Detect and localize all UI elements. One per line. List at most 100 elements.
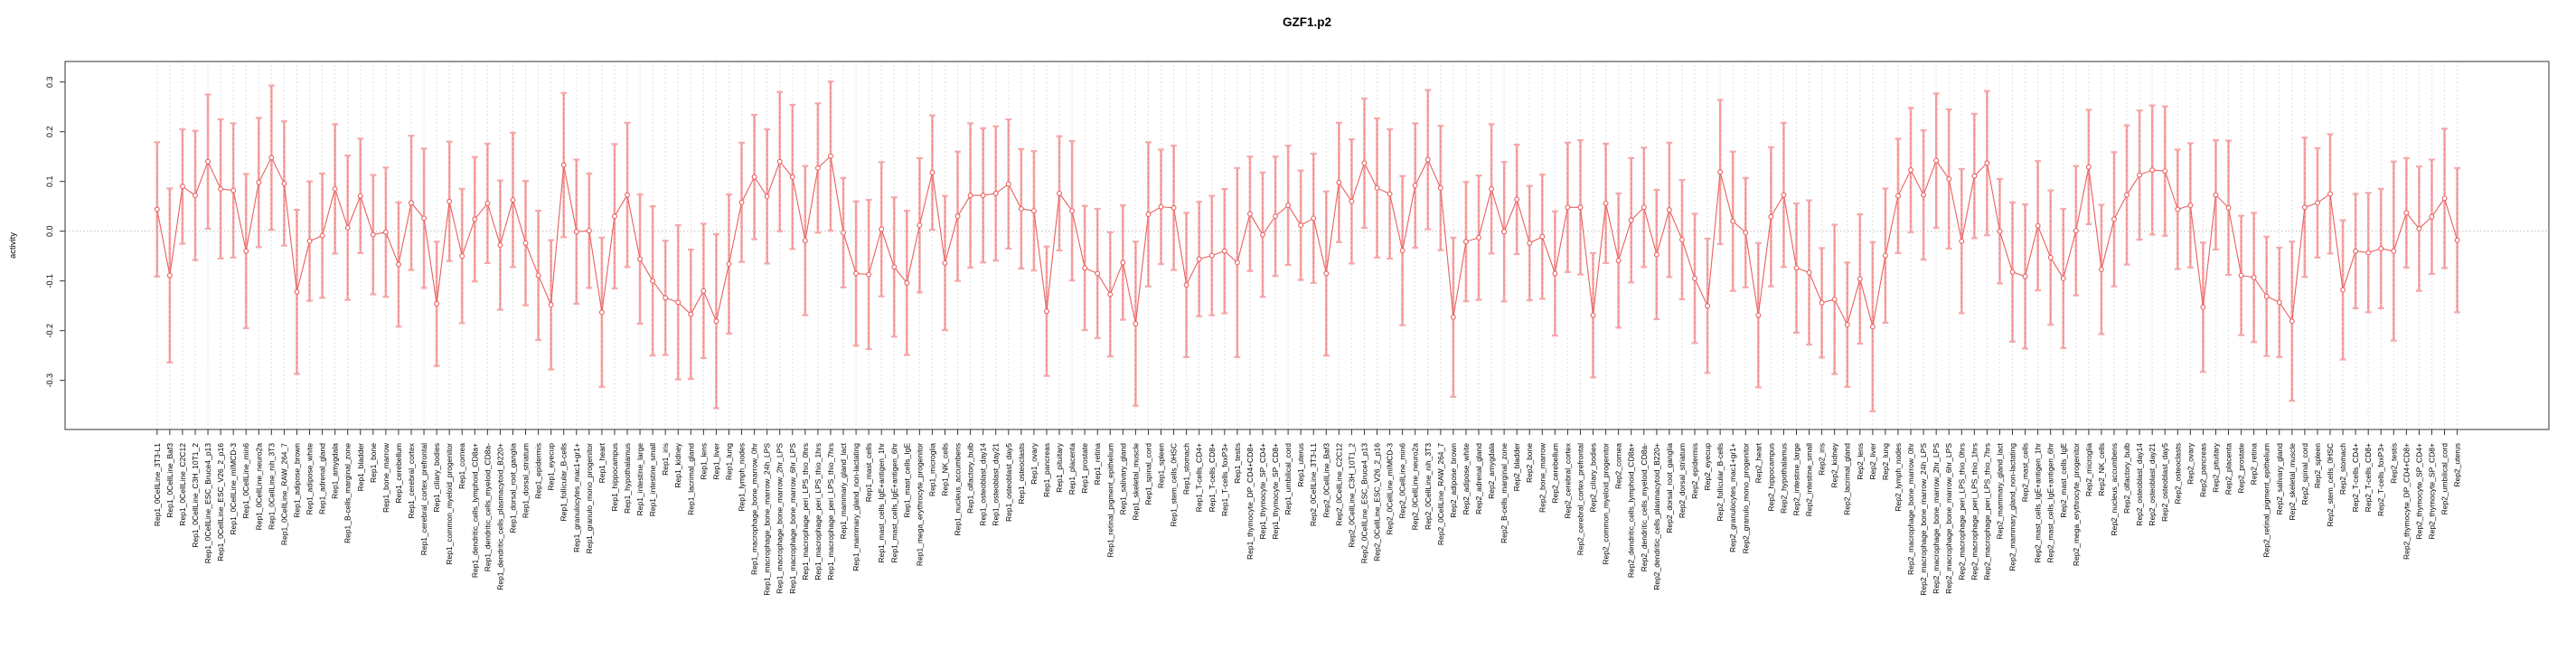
data-point — [1298, 222, 1304, 229]
x-tick-label: Rep2_macrophage_bone_marrow_2hr_LPS — [1932, 443, 1941, 594]
x-tick-label: Rep2_liver — [1868, 443, 1877, 480]
x-tick-label: Rep1_cerebellum — [394, 443, 403, 504]
x-tick-label: Rep1_0CellLine_3T3-L1 — [153, 443, 162, 526]
data-point — [2060, 276, 2066, 281]
data-point — [675, 299, 682, 306]
data-point — [929, 169, 935, 175]
x-tick-label: Rep2_iris — [1818, 443, 1827, 476]
data-point — [1895, 193, 1901, 199]
data-point — [1641, 204, 1647, 211]
data-point — [1349, 198, 1355, 204]
data-point — [1260, 231, 1265, 238]
data-point — [1959, 238, 1965, 244]
x-tick-label: Rep1_microglia — [927, 443, 936, 496]
data-point — [2378, 246, 2384, 251]
data-point — [2340, 287, 2346, 293]
data-point — [713, 318, 719, 325]
x-tick-label: Rep1_T-cells_foxP3+ — [1220, 443, 1229, 516]
data-point — [1514, 196, 1520, 203]
x-tick-label: Rep1_osteoblast_day5 — [1004, 443, 1013, 522]
x-tick-label: Rep1_mast_cells_IgE+antigen_6hr — [889, 443, 898, 563]
data-point — [802, 238, 808, 244]
series-polyline — [156, 155, 2458, 327]
data-point — [1819, 299, 1825, 306]
x-tick-label: Rep1_ciliary_bodies — [432, 443, 441, 513]
data-point — [611, 213, 617, 220]
x-tick-label: Rep2_macrophage_peri_LPS_thio_1hrs — [1970, 443, 1979, 580]
x-tick-label: Rep1_cornea — [457, 443, 466, 489]
x-tick-label: Rep1_macrophage_bone_marrow_0hr — [750, 443, 759, 575]
x-tick-label: Rep1_0CellLine_ESC_V26_2_p16 — [216, 443, 225, 561]
x-tick-label: Rep1_intestine_large — [635, 443, 644, 516]
data-point — [738, 199, 745, 205]
x-tick-label: Rep2_epidermis — [1690, 443, 1699, 499]
x-tick-label: Rep2_spinal_cord — [2300, 443, 2309, 505]
x-tick-label: Rep2_intestine_large — [1791, 443, 1800, 516]
x-tick-label: Rep2_mammary_gland_non-lactating — [2008, 443, 2017, 571]
data-point — [2187, 203, 2194, 209]
x-tick-label: Rep1_amygdala — [331, 443, 340, 499]
y-tick-label: -0.1 — [45, 274, 54, 288]
x-tick-label: Rep1_kidney — [673, 442, 682, 487]
data-point — [306, 238, 313, 244]
data-point — [828, 153, 833, 159]
data-point — [1781, 192, 1787, 198]
x-tick-label: Rep1_granulocytes_mac1+gr1+ — [572, 443, 581, 552]
x-tick-label: Rep1_umbilical_cord — [1283, 443, 1293, 515]
data-point — [294, 288, 300, 295]
data-point — [1793, 265, 1800, 271]
data-point — [2353, 248, 2359, 254]
data-point — [2047, 254, 2054, 260]
x-tick-label: Rep1_thymocyte_SP_CD4+ — [1258, 443, 1267, 540]
data-point — [484, 200, 491, 206]
data-point — [2238, 272, 2244, 278]
data-point — [218, 186, 224, 192]
data-point — [2124, 192, 2129, 198]
x-tick-label: Rep2_cerebellum — [1550, 443, 1559, 504]
x-tick-label: Rep1_uterus — [1296, 443, 1305, 487]
x-tick-label: Rep2_skeletal_muscle — [2288, 443, 2297, 521]
data-point — [1412, 183, 1418, 189]
x-tick-label: Rep2_spleen — [2313, 443, 2322, 488]
data-point — [166, 272, 173, 278]
data-point — [663, 295, 669, 301]
data-point — [1462, 239, 1469, 245]
data-point — [2263, 293, 2270, 299]
x-tick-label: Rep1_eyecup — [547, 443, 556, 491]
x-tick-label: Rep2_macrophage_peri_LPS_thio_7hrs — [1982, 443, 1991, 580]
data-point — [2213, 192, 2219, 198]
x-tick-label: Rep1_cerebral_cortex_prefrontal — [419, 443, 428, 555]
x-tick-label: Rep1_0CellLine_neuro2a — [254, 443, 263, 531]
x-tick-label: Rep2_hypothalamus — [1779, 443, 1788, 514]
x-tick-label: Rep1_pituitary — [1055, 442, 1064, 493]
data-point — [1831, 297, 1838, 302]
x-tick-label: Rep2_testis — [2389, 443, 2398, 484]
y-axis-title: activity — [8, 232, 18, 259]
x-tick-label: Rep2_0CellLine_3T3-L1 — [1309, 443, 1318, 526]
data-point — [1844, 322, 1850, 328]
data-point — [1069, 208, 1076, 214]
x-tick-label: Rep2_ciliary_bodies — [1589, 443, 1598, 513]
data-point — [1552, 270, 1558, 277]
x-tick-label: Rep1_bladder — [356, 443, 365, 492]
x-tick-label: Rep2_adrenal_gland — [1474, 443, 1483, 514]
x-tick-label: Rep1_macrophage_peri_LPS_thio_1hrs — [813, 443, 823, 580]
data-point — [1869, 324, 1876, 330]
x-tick-label: Rep2_cornea — [1614, 443, 1623, 489]
data-point — [2022, 273, 2028, 279]
x-tick-label: Rep1_0CellLine_mIMCD-3 — [229, 443, 238, 535]
x-tick-label: Rep2_mast_cells — [2021, 443, 2030, 502]
data-point — [954, 213, 961, 220]
data-point — [535, 272, 541, 278]
data-point — [1273, 213, 1279, 220]
x-tick-label: Rep2_ovary — [2186, 442, 2195, 485]
x-tick-label: Rep1_retina — [1093, 443, 1102, 486]
data-point — [1565, 204, 1571, 211]
x-tick-label: Rep2_dendritic_cells_myeloid_CD8a- — [1640, 443, 1649, 571]
x-tick-label: Rep1_retinal_pigment_epithelium — [1105, 443, 1114, 558]
x-tick-label: Rep1_mast_cells_IgE+antigen_1hr — [877, 443, 886, 563]
data-point — [256, 179, 262, 185]
x-tick-label: Rep2_lens — [1856, 443, 1865, 480]
x-tick-label: Rep2_adipose_brown — [1449, 443, 1458, 518]
x-tick-label: Rep2_mammary_gland_lact — [1995, 442, 2004, 539]
